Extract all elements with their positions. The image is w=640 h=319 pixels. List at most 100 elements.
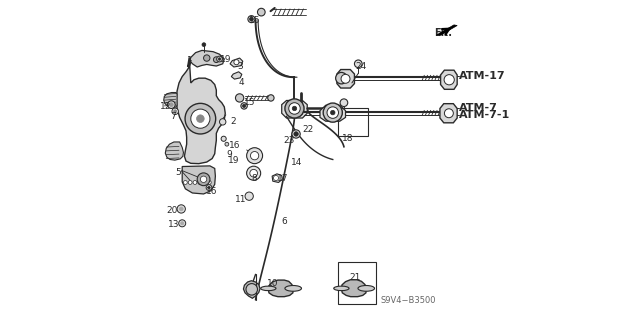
FancyArrowPatch shape xyxy=(440,29,449,35)
Text: 21: 21 xyxy=(349,273,361,282)
Circle shape xyxy=(246,166,260,180)
Ellipse shape xyxy=(358,286,374,291)
Text: 1: 1 xyxy=(187,56,193,65)
Circle shape xyxy=(203,181,207,184)
Ellipse shape xyxy=(260,286,276,291)
Circle shape xyxy=(225,142,228,146)
Text: 4: 4 xyxy=(239,78,244,87)
Circle shape xyxy=(177,205,186,213)
Circle shape xyxy=(221,136,226,141)
Text: 14: 14 xyxy=(291,158,303,167)
Text: 22: 22 xyxy=(303,125,314,134)
Text: 17: 17 xyxy=(277,174,289,183)
Text: 19: 19 xyxy=(220,55,231,63)
Polygon shape xyxy=(440,104,457,123)
Circle shape xyxy=(197,173,210,186)
Text: 9: 9 xyxy=(226,150,232,159)
Circle shape xyxy=(185,103,216,134)
Polygon shape xyxy=(337,70,355,88)
Circle shape xyxy=(200,176,207,182)
Circle shape xyxy=(355,60,362,68)
Polygon shape xyxy=(436,25,457,36)
Circle shape xyxy=(294,132,298,136)
Circle shape xyxy=(292,130,300,138)
Circle shape xyxy=(243,104,246,108)
Circle shape xyxy=(172,108,179,115)
Circle shape xyxy=(285,99,304,118)
Text: 12: 12 xyxy=(159,102,171,111)
Text: 15: 15 xyxy=(244,98,255,107)
Circle shape xyxy=(335,72,347,84)
Text: 3: 3 xyxy=(237,63,243,71)
Circle shape xyxy=(207,181,211,184)
Circle shape xyxy=(268,95,274,101)
Polygon shape xyxy=(230,58,243,67)
Circle shape xyxy=(173,110,177,113)
Text: 20: 20 xyxy=(166,206,178,215)
Circle shape xyxy=(217,56,222,62)
Polygon shape xyxy=(440,70,457,89)
Circle shape xyxy=(191,109,210,128)
Circle shape xyxy=(341,74,350,83)
Polygon shape xyxy=(190,50,224,67)
Circle shape xyxy=(206,185,212,190)
Text: 13: 13 xyxy=(168,220,179,229)
Circle shape xyxy=(250,17,253,21)
Circle shape xyxy=(208,186,211,189)
Polygon shape xyxy=(341,280,366,297)
Text: 15: 15 xyxy=(249,16,260,25)
Polygon shape xyxy=(272,174,282,182)
Circle shape xyxy=(323,103,342,122)
Circle shape xyxy=(179,207,183,211)
Circle shape xyxy=(196,115,204,122)
Polygon shape xyxy=(177,57,225,164)
Circle shape xyxy=(327,107,339,118)
Circle shape xyxy=(257,8,265,16)
Text: 10: 10 xyxy=(268,279,279,288)
Ellipse shape xyxy=(333,286,349,291)
Circle shape xyxy=(289,103,300,114)
Text: FR.: FR. xyxy=(434,27,452,38)
Circle shape xyxy=(234,60,239,65)
Text: 8: 8 xyxy=(252,174,257,183)
Text: 16: 16 xyxy=(229,141,241,150)
Circle shape xyxy=(188,181,192,184)
Circle shape xyxy=(193,181,197,184)
Circle shape xyxy=(340,99,348,107)
Circle shape xyxy=(168,101,175,108)
Circle shape xyxy=(444,75,454,85)
Circle shape xyxy=(246,148,262,164)
Circle shape xyxy=(170,103,173,107)
Text: 16: 16 xyxy=(207,187,218,196)
Circle shape xyxy=(202,43,206,47)
Circle shape xyxy=(179,220,186,227)
Polygon shape xyxy=(282,100,307,118)
Polygon shape xyxy=(182,166,216,194)
Text: 11: 11 xyxy=(234,195,246,204)
Polygon shape xyxy=(231,72,242,79)
Circle shape xyxy=(444,109,453,118)
Polygon shape xyxy=(164,93,177,107)
Circle shape xyxy=(218,58,221,60)
Polygon shape xyxy=(243,281,260,298)
Circle shape xyxy=(184,181,188,184)
Polygon shape xyxy=(320,105,346,121)
Text: 18: 18 xyxy=(342,134,354,143)
Circle shape xyxy=(292,106,297,111)
Circle shape xyxy=(204,55,210,61)
Circle shape xyxy=(246,284,257,295)
Text: ATM-7-1: ATM-7-1 xyxy=(459,110,510,121)
Polygon shape xyxy=(268,280,293,297)
Text: ATM-17: ATM-17 xyxy=(459,71,506,81)
Circle shape xyxy=(236,94,244,102)
Circle shape xyxy=(198,181,202,184)
Bar xyxy=(337,262,376,304)
Bar xyxy=(337,108,368,136)
Text: 19: 19 xyxy=(227,156,239,165)
Text: 7: 7 xyxy=(170,112,176,121)
Text: 6: 6 xyxy=(282,217,287,226)
Circle shape xyxy=(241,103,247,109)
Text: 2: 2 xyxy=(230,117,236,126)
Circle shape xyxy=(250,169,257,177)
Circle shape xyxy=(330,110,335,115)
